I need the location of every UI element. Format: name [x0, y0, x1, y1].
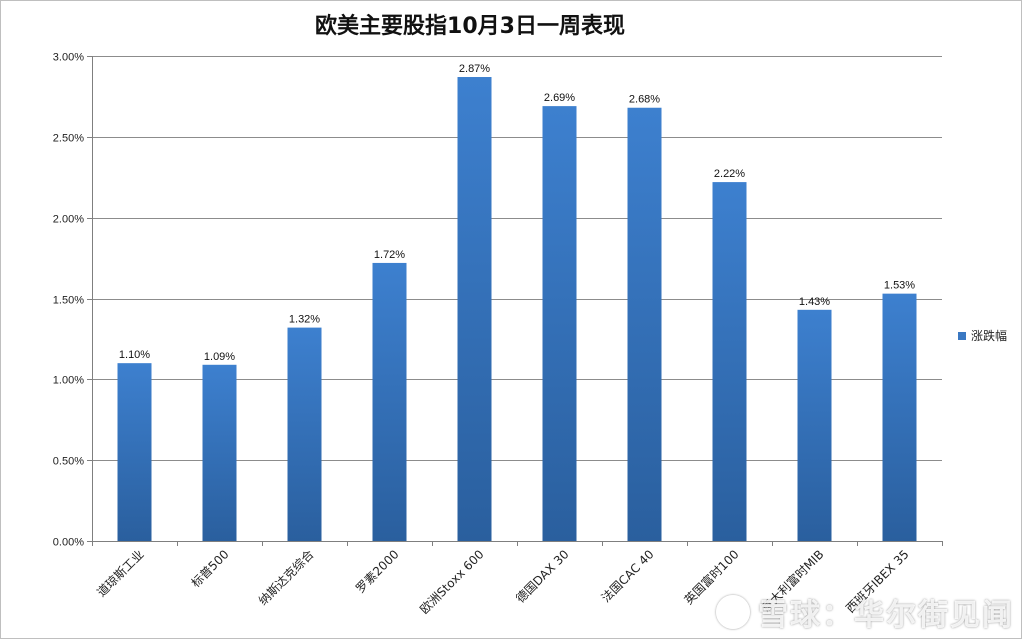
- bars: [117, 77, 917, 542]
- bar: [457, 77, 492, 542]
- y-tick-label: 2.00%: [53, 214, 84, 226]
- bar: [797, 309, 832, 541]
- legend-label: 涨跌幅: [971, 329, 1008, 343]
- x-tick-label: 纳斯达克综合: [255, 547, 317, 609]
- data-label: 1.72%: [374, 249, 405, 261]
- bar: [882, 293, 917, 541]
- y-tick-labels: 0.00% 0.50% 1.00% 1.50% 2.00% 2.50% 3.00%: [53, 52, 84, 549]
- data-labels: 1.10% 1.09% 1.32% 1.72% 2.87% 2.69% 2.68% 2.22%…: [119, 63, 915, 363]
- y-tick-label: 1.50%: [53, 295, 84, 307]
- bar: [627, 107, 662, 541]
- y-tick-label: 1.00%: [53, 375, 84, 387]
- bar: [202, 364, 237, 541]
- y-tick-label: 0.50%: [53, 456, 84, 468]
- data-label: 1.09%: [204, 351, 235, 363]
- y-tick-label: 3.00%: [53, 52, 84, 64]
- y-tick-label: 2.50%: [53, 133, 84, 145]
- y-tick-label: 0.00%: [53, 537, 84, 549]
- legend-swatch: [958, 331, 966, 340]
- x-tick-label: 欧洲Stoxx 600: [417, 547, 486, 616]
- bar: [712, 182, 747, 541]
- x-tick-label: 罗素2000: [353, 547, 401, 595]
- snowball-logo-icon: [716, 595, 750, 629]
- data-label: 1.53%: [884, 280, 915, 292]
- x-tick-label: 标普500: [189, 547, 232, 590]
- bar: [372, 262, 407, 541]
- data-label: 2.87%: [459, 63, 490, 75]
- watermark-text: 雪球：华尔街见闻: [758, 598, 1014, 633]
- data-label: 2.69%: [544, 92, 575, 104]
- chart-title: 欧美主要股指10月3日一周表现: [315, 14, 625, 39]
- legend: 涨跌幅: [958, 327, 1007, 344]
- x-tick-label: 道琼斯工业: [94, 547, 147, 600]
- axes: [87, 56, 943, 546]
- x-tick-label: 德国DAX 30: [513, 547, 572, 606]
- data-label: 2.68%: [629, 94, 660, 106]
- x-tick-label: 法国CAC 40: [599, 547, 657, 605]
- bar: [117, 363, 152, 541]
- data-label: 1.43%: [799, 296, 830, 308]
- data-label: 1.32%: [289, 314, 320, 326]
- bar: [542, 106, 577, 541]
- data-label: 1.10%: [119, 349, 150, 361]
- watermark: 雪球：华尔街见闻: [716, 590, 1014, 634]
- data-label: 2.22%: [714, 168, 745, 180]
- bar: [287, 327, 322, 541]
